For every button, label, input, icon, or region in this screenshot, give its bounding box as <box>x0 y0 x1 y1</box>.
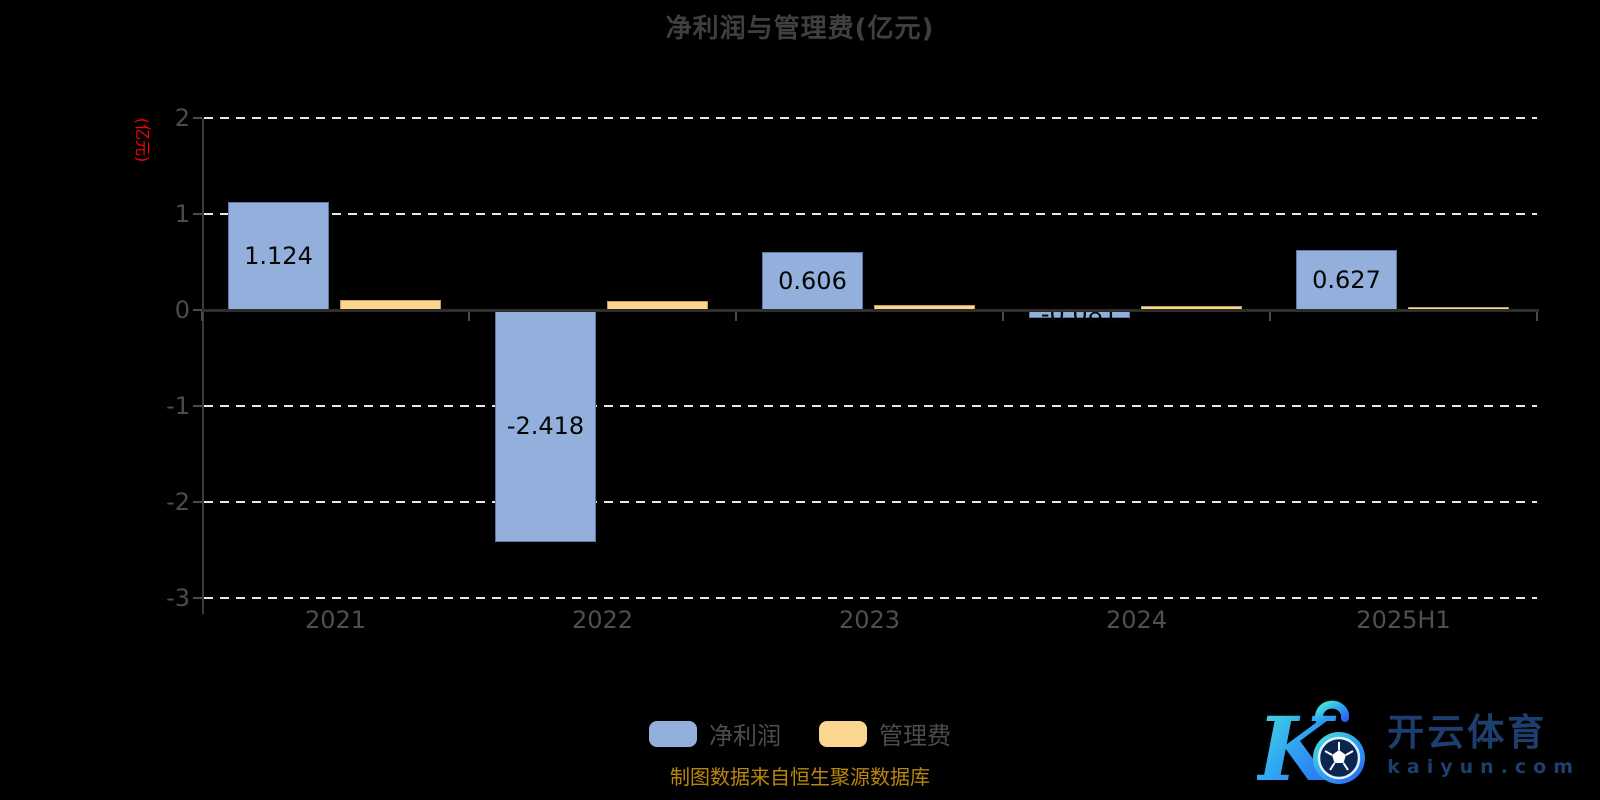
bar-net-profit-2021[interactable] <box>228 202 329 310</box>
x-category-label: 2024 <box>1105 606 1168 634</box>
x-axis-tick <box>468 310 470 321</box>
x-axis-tick <box>201 310 203 321</box>
bar-net-profit-2025H1[interactable] <box>1296 249 1397 310</box>
y-axis-tick <box>193 117 202 119</box>
y-tick-label: -2 <box>166 488 190 516</box>
gridline <box>204 213 1537 215</box>
y-tick-label: 0 <box>174 296 190 324</box>
gridline <box>204 405 1537 407</box>
brand-text: 开云体育 kaiyun.com <box>1387 710 1580 778</box>
y-axis-tick <box>193 213 202 215</box>
y-tick-label: 1 <box>174 200 190 228</box>
x-axis-tick <box>1269 310 1271 321</box>
bar-label-net-profit-2023: 0.606 <box>778 266 847 295</box>
legend-label: 净利润 <box>709 722 781 750</box>
x-axis-tick <box>735 310 737 321</box>
brand-domain: kaiyun.com <box>1387 755 1580 778</box>
x-category-label: 2025H1 <box>1356 606 1451 634</box>
brand-logo-k-icon: K <box>1257 698 1366 792</box>
x-axis-tick <box>1536 310 1538 321</box>
bar-net-profit-2023[interactable] <box>762 251 863 310</box>
y-axis-line <box>202 118 204 614</box>
brand-watermark: K 开云体育 kaiyun.com <box>1257 698 1580 792</box>
chart-title: 净利润与管理费(亿元) <box>665 14 935 44</box>
bar-net-profit-2022[interactable] <box>495 310 596 543</box>
y-axis-tick <box>193 501 202 503</box>
legend-swatch-management-fee <box>819 720 867 747</box>
legend: 净利润 管理费 <box>0 716 1600 751</box>
gridline <box>204 597 1537 599</box>
legend-item-management-fee[interactable]: 管理费 <box>819 716 951 751</box>
y-tick-label: -1 <box>166 392 190 420</box>
bar-label-net-profit-2024: -0.081 <box>1040 299 1119 328</box>
legend-swatch-net-profit <box>649 720 697 747</box>
y-axis-tick <box>193 597 202 599</box>
x-category-label: 2022 <box>571 606 634 634</box>
source-note: 制图数据来自恒生聚源数据库 <box>670 765 930 789</box>
soccer-ball-icon <box>1313 732 1366 784</box>
gridline <box>204 117 1537 119</box>
zero-axis-line <box>202 309 1539 312</box>
bar-label-net-profit-2022: -2.418 <box>506 412 585 441</box>
y-axis-tick <box>193 309 202 311</box>
y-axis-tick <box>193 405 202 407</box>
x-category-label: 2023 <box>838 606 901 634</box>
legend-label: 管理费 <box>879 722 951 750</box>
x-category-label: 2021 <box>304 606 367 634</box>
bar-label-net-profit-2021: 1.124 <box>244 242 313 271</box>
y-tick-label: 2 <box>174 104 190 132</box>
gridline <box>204 501 1537 503</box>
x-axis-tick <box>1002 310 1004 321</box>
legend-item-net-profit[interactable]: 净利润 <box>649 716 781 751</box>
brand-name-cn: 开云体育 <box>1387 710 1548 754</box>
bar-label-net-profit-2025H1: 0.627 <box>1312 265 1381 294</box>
y-tick-label: -3 <box>166 584 190 612</box>
